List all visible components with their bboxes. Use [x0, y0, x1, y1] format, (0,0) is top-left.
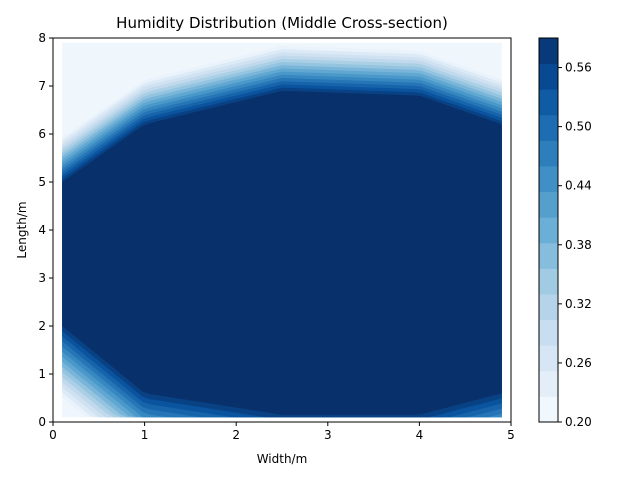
colorbar-tick-label: 0.20	[565, 415, 592, 429]
colorbar-band	[539, 191, 558, 218]
colorbar-band	[539, 217, 558, 244]
x-axis-label: Width/m	[257, 452, 308, 466]
x-tick-label: 4	[416, 428, 424, 442]
x-axis: 0 1 2 3 4 5	[49, 422, 515, 442]
colorbar-ticks: 0.20 0.26 0.32 0.38 0.44 0.50 0.56	[558, 61, 592, 429]
colorbar-band	[539, 319, 558, 346]
x-tick-label: 2	[232, 428, 240, 442]
colorbar-band	[539, 345, 558, 372]
chart-title: Humidity Distribution (Middle Cross-sect…	[116, 14, 448, 32]
colorbar-band	[539, 63, 558, 90]
colorbar-band	[539, 114, 558, 141]
colorbar-tick-label: 0.26	[565, 356, 592, 370]
x-tick-label: 1	[141, 428, 149, 442]
y-tick-label: 7	[38, 79, 46, 93]
x-tick-label: 0	[49, 428, 57, 442]
colorbar-band	[539, 396, 558, 423]
colorbar-tick-label: 0.38	[565, 238, 592, 252]
colorbar-band	[539, 294, 558, 321]
colorbar-band	[539, 166, 558, 193]
y-tick-label: 0	[38, 415, 46, 429]
colorbar: 0.20 0.26 0.32 0.38 0.44 0.50 0.56	[538, 37, 592, 429]
colorbar-band	[539, 370, 558, 397]
y-tick-label: 2	[38, 319, 46, 333]
x-tick-label: 3	[324, 428, 332, 442]
contour-fill	[62, 42, 502, 418]
y-tick-label: 8	[38, 31, 46, 45]
y-tick-label: 3	[38, 271, 46, 285]
contour-band-15	[62, 90, 502, 415]
y-axis-label: Length/m	[15, 201, 29, 258]
y-axis: 0 1 2 3 4 5 6 7 8	[38, 31, 53, 429]
colorbar-band	[539, 89, 558, 116]
plot-area	[52, 37, 512, 423]
x-tick-label: 5	[507, 428, 515, 442]
colorbar-band	[539, 140, 558, 167]
y-tick-label: 1	[38, 367, 46, 381]
y-tick-label: 6	[38, 127, 46, 141]
colorbar-band	[539, 38, 558, 65]
colorbar-tick-label: 0.44	[565, 179, 592, 193]
colorbar-band	[539, 242, 558, 269]
colorbar-tick-label: 0.32	[565, 297, 592, 311]
y-tick-label: 4	[38, 223, 46, 237]
colorbar-bands	[539, 38, 558, 423]
colorbar-frame	[538, 37, 559, 423]
colorbar-band	[539, 268, 558, 295]
colorbar-tick-label: 0.50	[565, 120, 592, 134]
colorbar-tick-label: 0.56	[565, 61, 592, 75]
y-tick-label: 5	[38, 175, 46, 189]
